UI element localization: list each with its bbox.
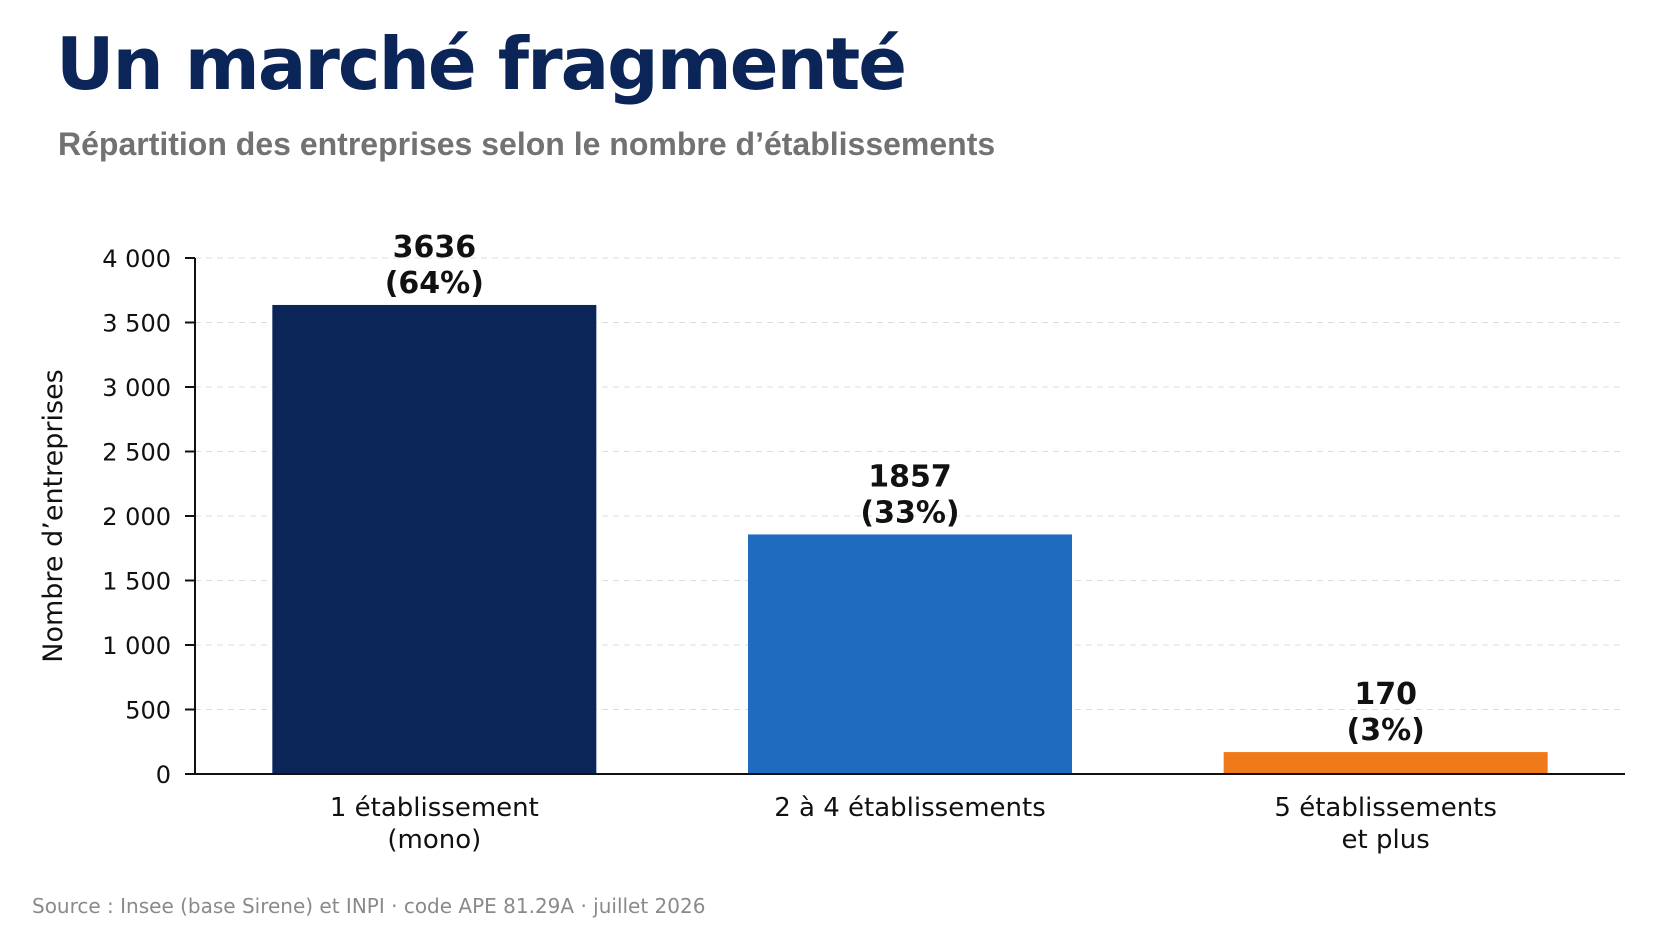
y-tick-label: 3 500 xyxy=(102,310,171,338)
y-tick-label: 1 000 xyxy=(102,632,171,660)
x-category-label: 2 à 4 établissements xyxy=(774,793,1046,823)
y-tick-label: 500 xyxy=(125,697,171,725)
x-category-label: et plus xyxy=(1342,825,1430,855)
bar-3 xyxy=(1223,752,1548,774)
y-axis-ticks: 0 500 1 000 1 500 2 000 2 500 3 000 3 500 4 000 xyxy=(102,245,195,789)
source-note: Source : Insee (base Sirene) et INPI · c… xyxy=(32,894,706,918)
y-tick-label: 4 000 xyxy=(102,245,171,273)
x-category-label: 5 établissements xyxy=(1274,793,1497,823)
data-label-percent: (64%) xyxy=(385,266,484,301)
page-subtitle: Répartition des entreprises selon le nom… xyxy=(58,126,996,162)
y-tick-label: 3 000 xyxy=(102,374,171,402)
x-axis-labels: 1 établissement(mono) 2 à 4 établissement… xyxy=(330,793,1497,855)
x-category-label: (mono) xyxy=(387,825,481,855)
data-label-value: 3636 xyxy=(393,230,477,265)
bar-2 xyxy=(748,534,1072,774)
data-label-percent: (33%) xyxy=(860,495,959,530)
x-category-label: 1 établissement xyxy=(330,793,539,823)
y-tick-label: 1 500 xyxy=(102,568,171,596)
page-title: Un marché fragmenté xyxy=(56,22,907,106)
data-label-value: 1857 xyxy=(868,459,952,494)
data-labels: 3636(64%) 1857(33%) 170(3%) xyxy=(385,230,1425,748)
bar-1 xyxy=(272,304,597,774)
data-label-value: 170 xyxy=(1354,677,1417,712)
data-label-percent: (3%) xyxy=(1346,713,1424,748)
y-tick-label: 2 500 xyxy=(102,439,171,467)
y-tick-label: 2 000 xyxy=(102,503,171,531)
y-tick-label: 0 xyxy=(156,761,171,789)
y-axis-title: Nombre d’entreprises xyxy=(38,369,69,663)
bars xyxy=(272,304,1548,774)
